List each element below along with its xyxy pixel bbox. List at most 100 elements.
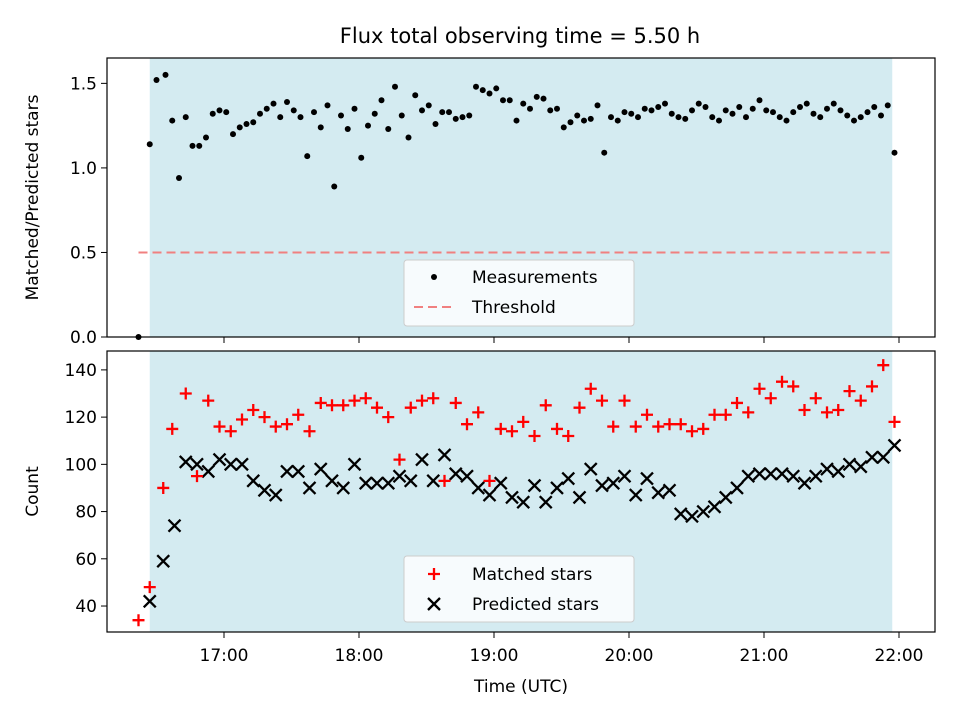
measurement-point (506, 97, 513, 104)
matched-star-point (202, 394, 215, 407)
predicted-star-point (808, 469, 823, 483)
predicted-star-point (493, 476, 508, 491)
predicted-star-point (313, 462, 328, 476)
y-tick-label: 40 (75, 597, 97, 617)
matched-star-point (539, 399, 552, 412)
measurement-point (230, 131, 236, 138)
measurement-point (702, 104, 709, 111)
measurement-point (223, 109, 230, 116)
measurement-point (358, 154, 365, 161)
measurement-point (425, 102, 432, 109)
matched-star-point (472, 406, 485, 419)
predicted-star-point (561, 471, 576, 486)
measurement-point (668, 110, 675, 117)
matched-star-point (314, 396, 327, 409)
legend-marker-matched (428, 568, 440, 580)
y-axis-label: Matched/Predicted stars (23, 94, 43, 300)
matched-star-point (224, 425, 237, 438)
y-tick-label: 140 (65, 361, 97, 381)
matched-star-point (641, 408, 653, 421)
predicted-star-point (707, 500, 722, 514)
measurement-point (398, 112, 405, 119)
matched-star-point (551, 422, 563, 435)
measurement-point (554, 105, 560, 112)
predicted-star-point (842, 457, 857, 472)
predicted-star-point (167, 518, 182, 533)
measurement-point (284, 98, 290, 105)
measurement-point (864, 109, 871, 116)
legend-label-matched: Matched stars (472, 565, 592, 585)
matched-star-point (686, 425, 698, 438)
measurement-point (770, 109, 776, 116)
measurement-point (277, 114, 284, 121)
measurement-point (392, 83, 398, 90)
matched-star-point (449, 396, 462, 409)
matched-star-point (132, 614, 145, 627)
predicted-star-point (268, 488, 283, 502)
matched-star-point (584, 382, 597, 395)
measurement-point (608, 114, 614, 121)
matched-star-point (461, 418, 473, 431)
predicted-star-point (797, 476, 812, 491)
measurement-point (655, 104, 662, 111)
measurement-point (500, 97, 506, 104)
matched-star-point (326, 399, 338, 412)
y-tick-label: 1.0 (70, 159, 97, 179)
predicted-star-point (752, 466, 767, 481)
predicted-star-point (617, 469, 632, 483)
matched-star-point (798, 404, 811, 417)
measurement-point (729, 110, 736, 117)
measurement-point (614, 117, 621, 124)
matched-star-point (708, 408, 721, 421)
measurement-point (412, 92, 419, 99)
measurement-point (621, 109, 628, 116)
measurement-point (830, 100, 837, 107)
measurement-point (290, 107, 297, 114)
matched-star-point (191, 470, 203, 483)
predicted-star-point (718, 490, 733, 505)
measurement-point (243, 120, 250, 127)
measurement-point (689, 107, 695, 114)
predicted-star-point (257, 483, 272, 498)
measurement-point (783, 117, 790, 124)
predicted-star-point (358, 476, 373, 491)
matched-star-point (404, 401, 417, 414)
x-tick-label: 17:00 (200, 646, 249, 666)
measurement-point (641, 105, 648, 112)
measurement-point (270, 100, 277, 107)
matched-star-point (494, 422, 507, 435)
matched-star-point (143, 581, 156, 594)
matched-star-point (697, 422, 710, 435)
predicted-star-point (212, 452, 227, 467)
matched-star-point (866, 380, 878, 393)
measurement-point (560, 124, 567, 131)
measurement-point (527, 105, 533, 112)
y-tick-label: 80 (75, 503, 97, 523)
measurement-point (857, 114, 864, 121)
predicted-star-point (437, 448, 452, 462)
matched-star-point (438, 474, 451, 487)
legend-marker-predicted (427, 597, 441, 611)
predicted-star-point (583, 462, 598, 476)
matched-star-point (776, 375, 788, 388)
measurement-point (432, 120, 439, 127)
matched-star-point (348, 394, 361, 407)
predicted-star-point (471, 481, 486, 495)
measurement-point (338, 112, 344, 119)
measurement-point (540, 95, 547, 102)
measurement-point (344, 126, 351, 133)
predicted-star-point (482, 488, 497, 502)
measurement-point (716, 117, 722, 124)
measurement-point (803, 100, 810, 107)
predicted-star-point (426, 474, 441, 488)
matched-star-point (764, 392, 777, 405)
matched-star-point (213, 420, 226, 433)
predicted-star-point (662, 483, 677, 498)
measurement-point (722, 107, 729, 114)
measurement-point (533, 93, 540, 100)
predicted-star-point (831, 464, 846, 479)
matched-star-point (281, 418, 293, 431)
predicted-star-point (550, 481, 564, 495)
measurement-point (331, 183, 338, 190)
x-tick-label: 18:00 (335, 646, 384, 666)
